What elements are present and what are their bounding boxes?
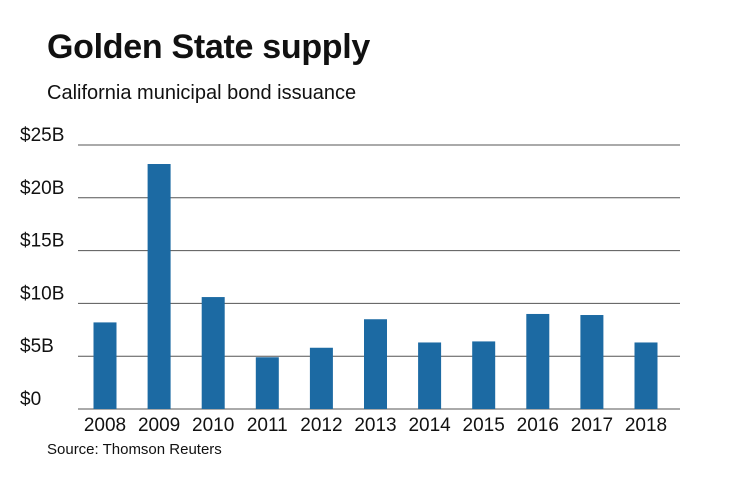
x-tick-label: 2018 <box>625 415 667 436</box>
bar-2009 <box>147 164 171 409</box>
x-tick-label: 2014 <box>408 415 451 436</box>
x-tick-label: 2009 <box>138 415 180 436</box>
bar-2015 <box>472 341 496 409</box>
x-tick-label: 2015 <box>463 415 505 436</box>
bar-2011 <box>255 357 279 409</box>
bar-2013 <box>364 319 387 409</box>
y-tick-label: $25B <box>20 125 64 146</box>
x-tick-label: 2011 <box>247 415 288 436</box>
x-tick-label: 2016 <box>517 415 559 436</box>
bar-2014 <box>418 342 442 409</box>
y-tick-label: $20B <box>20 178 64 199</box>
x-tick-label: 2012 <box>300 415 342 436</box>
y-tick-label: $5B <box>20 336 54 357</box>
x-tick-label: 2010 <box>192 415 234 436</box>
bar-2008 <box>93 322 117 409</box>
y-tick-label: $10B <box>20 283 64 304</box>
source-note: Source: Thomson Reuters <box>47 441 222 458</box>
x-axis-ticks: 2008 2009 2010 2011 2012 2013 2014 2015 2016 2017… <box>84 415 667 436</box>
bar-2017 <box>580 315 604 409</box>
y-tick-label: $15B <box>20 231 64 252</box>
x-tick-label: 2008 <box>84 415 126 436</box>
x-tick-label: 2017 <box>571 415 613 436</box>
bars <box>93 164 658 409</box>
bar-2012 <box>309 347 333 409</box>
chart-title: Golden State supply <box>47 28 371 66</box>
bar-2010 <box>201 297 225 409</box>
y-tick-label: $0 <box>20 389 41 410</box>
bar-2018 <box>634 342 658 409</box>
bar-2016 <box>526 313 550 409</box>
y-axis-ticks: $0 $5B $10B $15B $20B $25B <box>20 125 64 410</box>
chart-subtitle: California municipal bond issuance <box>47 82 357 104</box>
x-tick-label: 2013 <box>354 415 396 436</box>
